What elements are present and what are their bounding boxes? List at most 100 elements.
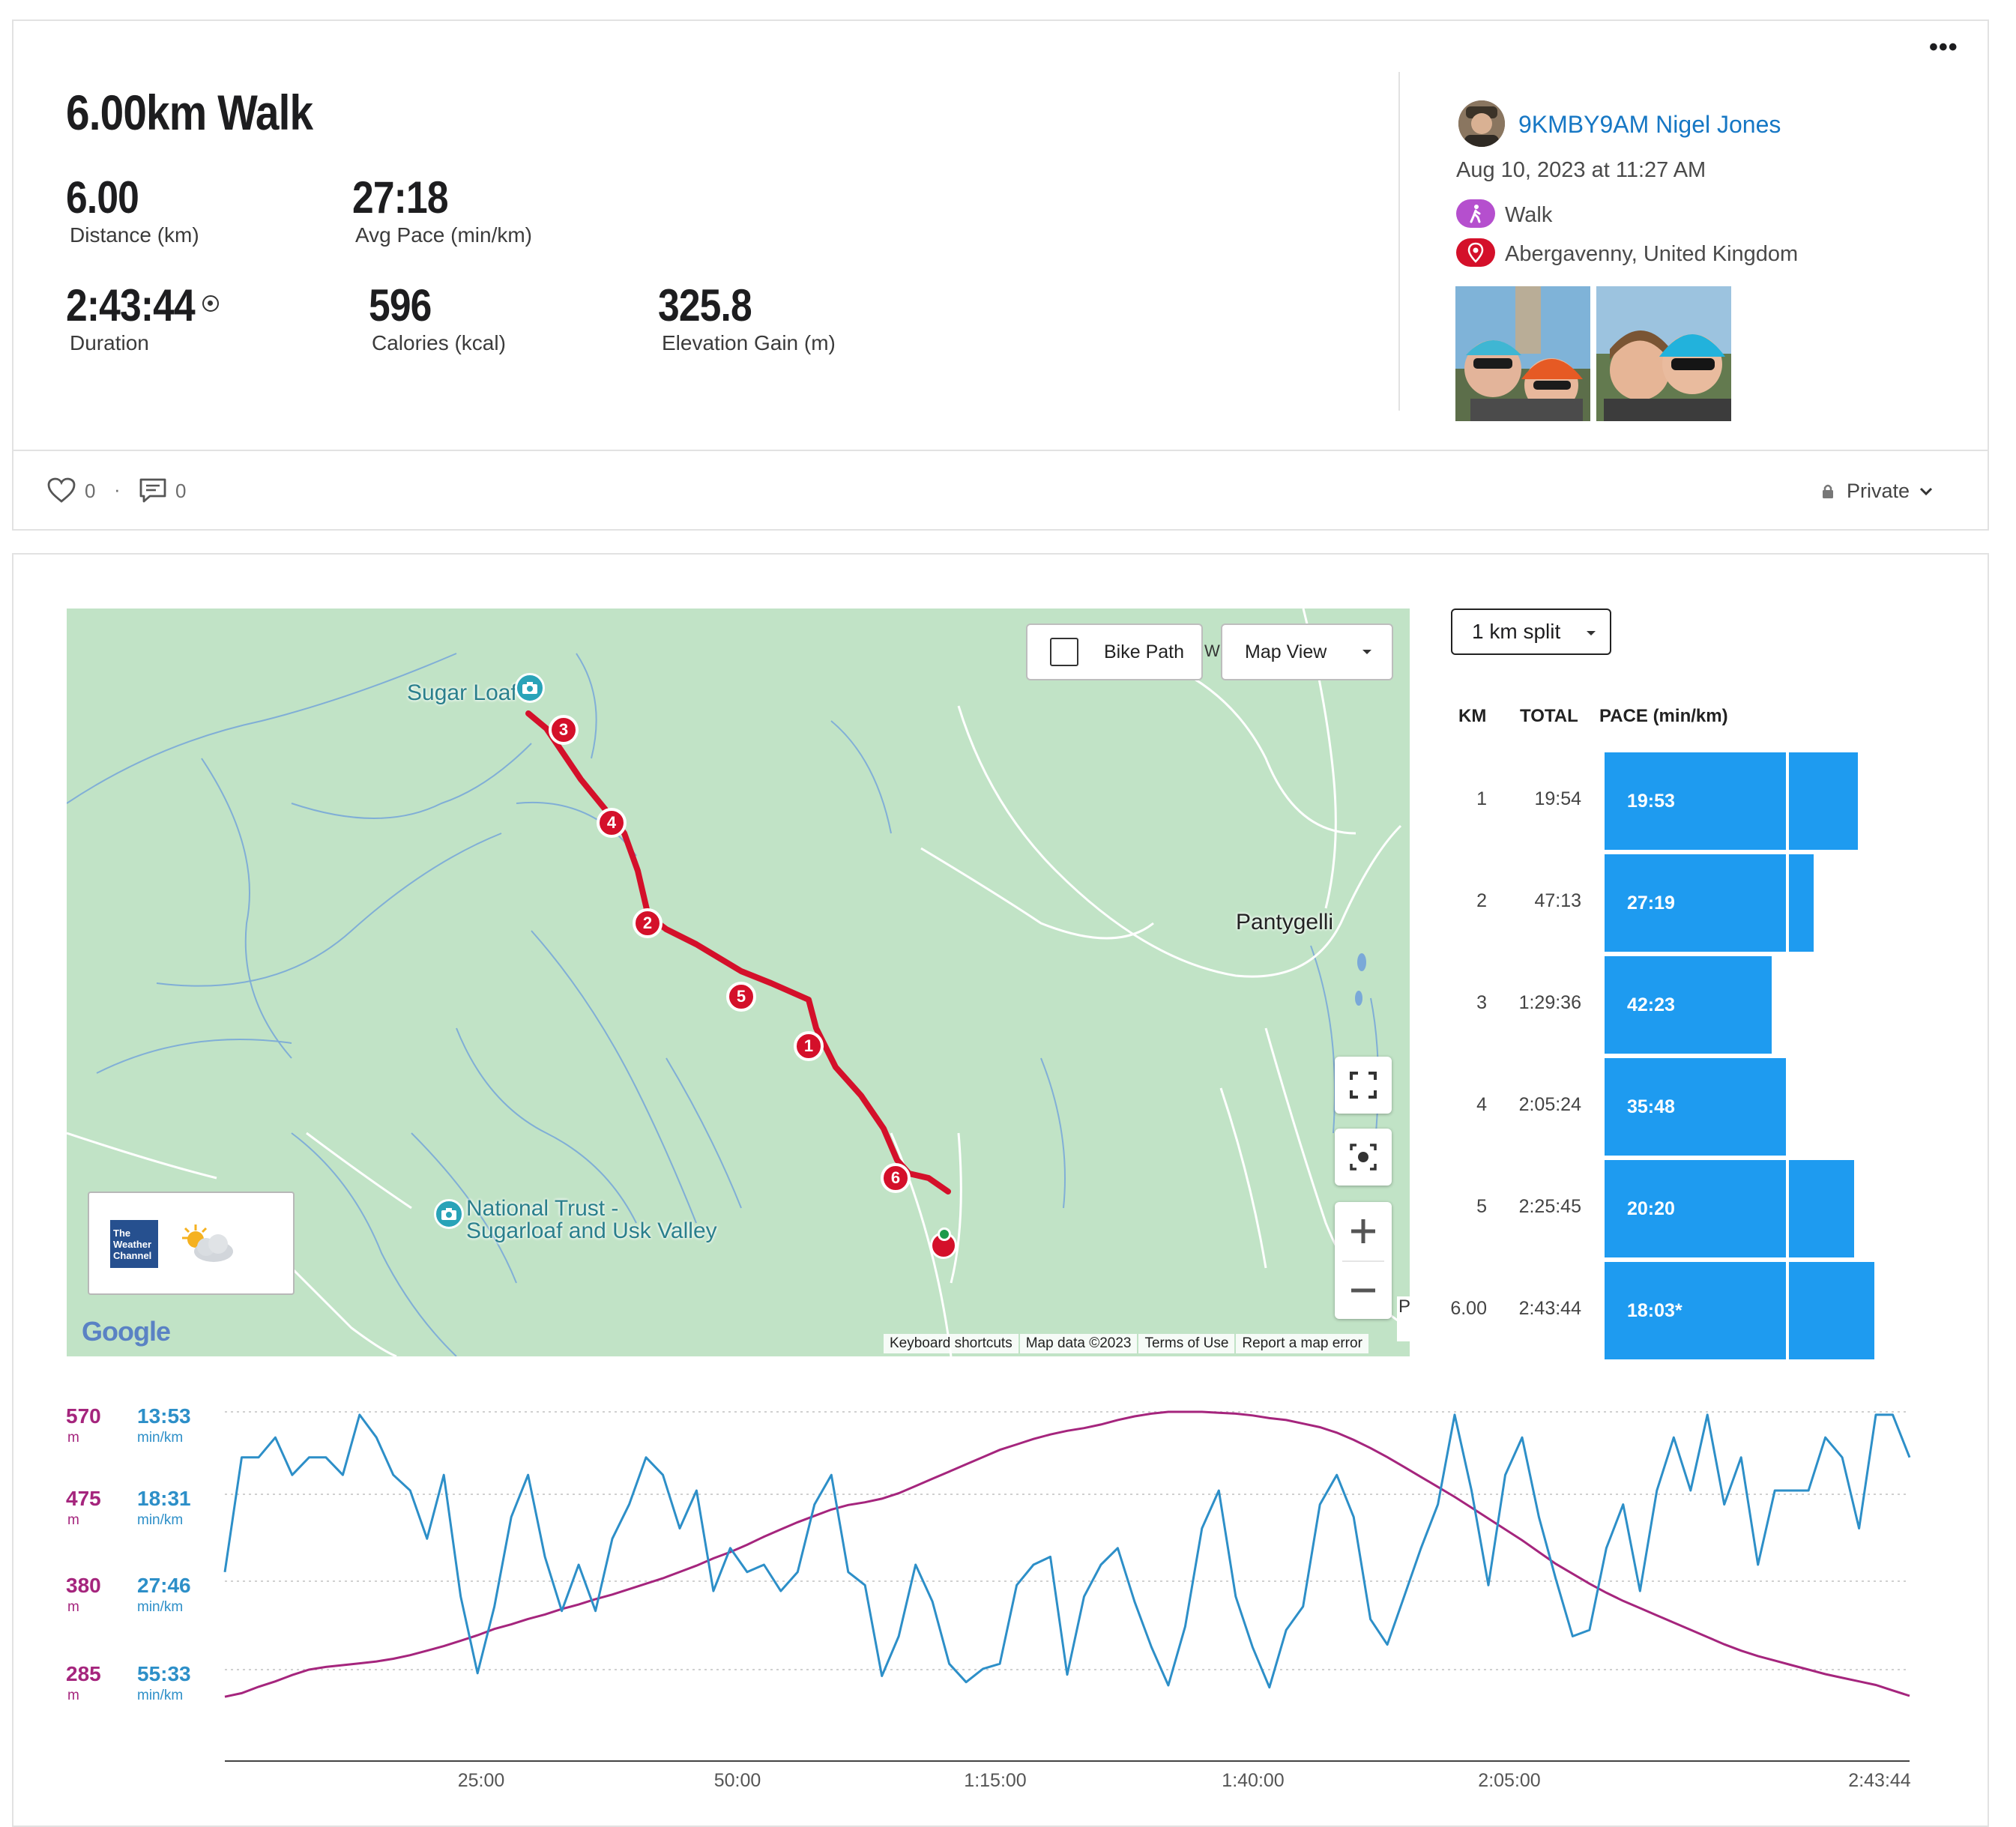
km-marker[interactable]: 3 xyxy=(549,715,579,745)
map-edge-label: P xyxy=(1397,1296,1410,1341)
x-axis-tick-label: 1:40:00 xyxy=(1222,1770,1285,1791)
split-total: 1:29:36 xyxy=(1518,992,1581,1013)
map-footer: Keyboard shortcuts Map data ©2023 Terms … xyxy=(884,1334,1368,1353)
bike-path-toggle[interactable]: Bike Path xyxy=(1026,623,1203,680)
duration-info-icon[interactable] xyxy=(202,295,219,312)
split-pace-bar[interactable]: 27:19 xyxy=(1605,854,1786,952)
split-total: 47:13 xyxy=(1534,890,1581,911)
x-axis-tick-label: 25:00 xyxy=(457,1770,505,1791)
weather-widget[interactable]: The Weather Channel xyxy=(88,1192,295,1295)
terms-link[interactable]: Terms of Use xyxy=(1138,1334,1235,1353)
activity-photo[interactable] xyxy=(1596,286,1731,421)
distance-value: 6.00 xyxy=(66,172,139,223)
place-label-line: National Trust - xyxy=(466,1196,619,1221)
bike-path-checkbox[interactable] xyxy=(1050,638,1078,666)
footer-separator: · xyxy=(114,478,121,501)
summary-vertical-divider xyxy=(1398,72,1400,411)
location-pin-icon xyxy=(1467,242,1484,263)
comment-count: 0 xyxy=(175,480,187,502)
map-data-text: Map data ©2023 xyxy=(1019,1334,1138,1353)
pace-axis-label: 27:46 xyxy=(137,1574,191,1597)
keyboard-shortcuts-link[interactable]: Keyboard shortcuts xyxy=(884,1334,1018,1353)
split-pace-bar-extension xyxy=(1789,1262,1874,1359)
elevation-axis-label: 285 xyxy=(66,1662,101,1685)
comment-button[interactable] xyxy=(138,477,168,509)
activity-datetime: Aug 10, 2023 at 11:27 AM xyxy=(1456,158,1706,182)
activity-location-text: Abergavenny, United Kingdom xyxy=(1505,242,1799,266)
fullscreen-icon xyxy=(1350,1072,1377,1099)
camera-poi-icon[interactable] xyxy=(515,673,545,703)
avg-pace-label: Avg Pace (min/km) xyxy=(355,223,532,247)
zoom-out-button[interactable] xyxy=(1335,1262,1392,1319)
privacy-dropdown[interactable]: Private xyxy=(1821,480,1934,503)
comment-icon xyxy=(139,478,166,503)
elevation-axis-unit: m xyxy=(67,1688,79,1703)
google-logo[interactable]: Google xyxy=(82,1316,171,1347)
minus-icon xyxy=(1351,1288,1375,1293)
split-select-label: 1 km split xyxy=(1472,620,1561,643)
split-pace-bar[interactable]: 42:23 xyxy=(1605,956,1772,1054)
elevation-axis-label: 570 xyxy=(66,1404,101,1428)
report-error-link[interactable]: Report a map error xyxy=(1236,1334,1368,1353)
route-start-marker[interactable] xyxy=(938,1227,951,1241)
elevation-gain-value: 325.8 xyxy=(658,280,752,330)
chart-svg xyxy=(223,1410,1911,1762)
camera-poi-icon[interactable] xyxy=(434,1199,464,1229)
elevation-axis-unit: m xyxy=(67,1512,79,1528)
km-marker[interactable]: 4 xyxy=(597,808,627,838)
fullscreen-button[interactable] xyxy=(1335,1057,1392,1114)
pace-axis-unit: min/km xyxy=(137,1688,184,1703)
place-label: Sugar Loaf xyxy=(407,680,517,705)
location-badge xyxy=(1456,238,1495,267)
recenter-button[interactable] xyxy=(1335,1129,1392,1186)
split-pace-bar[interactable]: 18:03* xyxy=(1605,1262,1786,1359)
split-select[interactable]: 1 km split xyxy=(1451,609,1611,655)
split-total: 2:25:45 xyxy=(1518,1196,1581,1217)
place-label-line: Sugarloaf and Usk Valley xyxy=(466,1218,717,1243)
x-axis-tick-label: 2:43:44 xyxy=(1848,1770,1911,1791)
elevation-pace-chart[interactable] xyxy=(0,1394,2016,1799)
lock-icon xyxy=(1823,484,1833,498)
activity-photo[interactable] xyxy=(1455,286,1590,421)
avatar[interactable] xyxy=(1458,100,1505,147)
card-divider xyxy=(13,450,1988,451)
split-km: 3 xyxy=(1476,992,1487,1013)
pace-line xyxy=(223,1413,1911,1689)
split-pace-bar[interactable]: 19:53 xyxy=(1605,752,1786,850)
split-total: 19:54 xyxy=(1534,788,1581,809)
split-pace-bar-extension xyxy=(1789,854,1814,952)
map-view-select[interactable]: Map View xyxy=(1221,623,1393,680)
map-edge-label: W xyxy=(1204,641,1220,660)
route-map[interactable]: Sugar Loaf Pantygelli National Trust - S… xyxy=(67,609,1410,1356)
focus-icon xyxy=(1350,1144,1377,1171)
user-name-link[interactable]: 9KMBY9AM Nigel Jones xyxy=(1518,111,1781,138)
x-axis-tick-label: 1:15:00 xyxy=(964,1770,1027,1791)
walking-person-icon xyxy=(1470,205,1481,223)
more-options-button[interactable]: ••• xyxy=(1929,33,1958,61)
zoom-in-button[interactable] xyxy=(1335,1202,1392,1260)
km-marker[interactable]: 6 xyxy=(881,1163,911,1193)
km-marker[interactable]: 5 xyxy=(726,982,756,1012)
elevation-line xyxy=(224,1410,1910,1698)
activity-title: 6.00km Walk xyxy=(66,85,313,140)
avg-pace-value: 27:18 xyxy=(352,172,449,223)
km-marker[interactable]: 1 xyxy=(794,1031,824,1061)
map-view-label: Map View xyxy=(1245,641,1327,662)
elevation-axis-label: 380 xyxy=(66,1574,101,1597)
caret-down-icon xyxy=(1362,650,1371,654)
heart-icon xyxy=(47,477,76,503)
elevation-gain-label: Elevation Gain (m) xyxy=(662,331,836,354)
like-button[interactable] xyxy=(46,477,76,507)
distance-label: Distance (km) xyxy=(70,223,199,247)
split-pace-bar[interactable]: 20:20 xyxy=(1605,1160,1786,1257)
zoom-control xyxy=(1335,1202,1392,1319)
elevation-axis-unit: m xyxy=(67,1430,79,1446)
split-header-km: KM xyxy=(1458,706,1487,726)
privacy-label: Private xyxy=(1847,480,1910,502)
split-pace-bar[interactable]: 35:48 xyxy=(1605,1058,1786,1156)
pace-axis-label: 13:53 xyxy=(137,1404,191,1428)
activity-type-text: Walk xyxy=(1505,203,1553,227)
split-km: 1 xyxy=(1476,788,1487,809)
split-km: 6.00 xyxy=(1450,1298,1487,1319)
km-marker[interactable]: 2 xyxy=(633,908,663,938)
